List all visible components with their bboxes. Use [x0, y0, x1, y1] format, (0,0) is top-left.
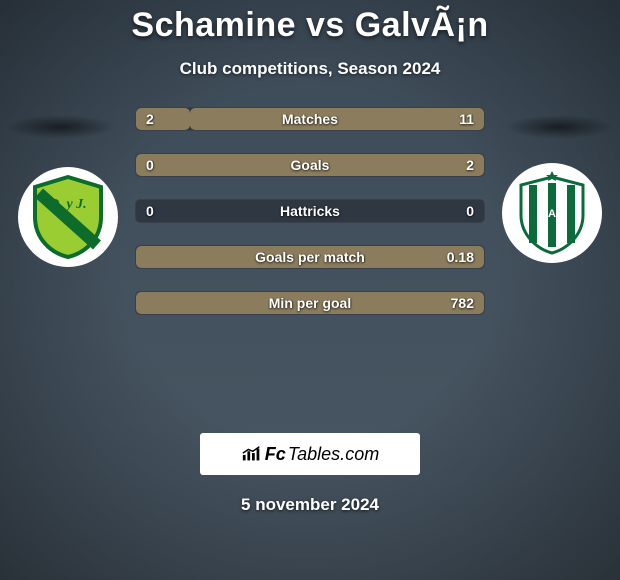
stat-bar: 0 2 Goals [135, 153, 485, 177]
player-shadow-left [6, 115, 116, 139]
stat-value-right: 0.18 [447, 249, 474, 265]
svg-text:D. y J.: D. y J. [48, 197, 86, 212]
stat-label: Goals per match [255, 249, 365, 265]
stat-value-right: 782 [451, 295, 474, 311]
date-label: 5 november 2024 [0, 495, 620, 515]
stat-value-right: 11 [459, 111, 474, 127]
stat-value-left: 2 [146, 111, 154, 127]
brand-badge: Fc Tables.com [200, 433, 420, 475]
svg-text:CAB: CAB [540, 208, 564, 220]
page-title: Schamine vs GalvÃ¡n [0, 6, 620, 45]
stat-value-left: 0 [146, 203, 154, 219]
team-badge-left: D. y J. [18, 167, 118, 267]
stat-fill-left [136, 108, 190, 130]
shield-left-icon: D. y J. [31, 175, 105, 259]
player-shadow-right [504, 115, 614, 139]
team-badge-right: CAB [502, 163, 602, 263]
comparison-area: D. y J. CAB 211Matches02Goals00Hattricks… [0, 121, 620, 421]
comparison-card: Schamine vs GalvÃ¡n Club competitions, S… [0, 0, 620, 580]
stat-bar: 782 Min per goal [135, 291, 485, 315]
stat-value-right: 2 [466, 157, 474, 173]
brand-text-bold: Fc [265, 444, 286, 465]
stat-value-right: 0 [466, 203, 474, 219]
stat-value-left: 0 [146, 157, 154, 173]
stat-bar: 2 11 Matches [135, 107, 485, 131]
chart-icon [241, 445, 263, 463]
stat-bar: 0.18 Goals per match [135, 245, 485, 269]
stat-label: Min per goal [269, 295, 351, 311]
stat-bars: 2 11 Matches 0 2 Goals 0 0 Hattricks 0.18 Goals pe… [135, 107, 485, 315]
stat-label: Hattricks [280, 203, 340, 219]
page-subtitle: Club competitions, Season 2024 [0, 59, 620, 79]
stat-bar: 0 0 Hattricks [135, 199, 485, 223]
stat-label: Matches [282, 111, 338, 127]
stat-label: Goals [291, 157, 330, 173]
brand-text: Tables.com [288, 444, 379, 465]
shield-right-icon: CAB [515, 171, 589, 255]
